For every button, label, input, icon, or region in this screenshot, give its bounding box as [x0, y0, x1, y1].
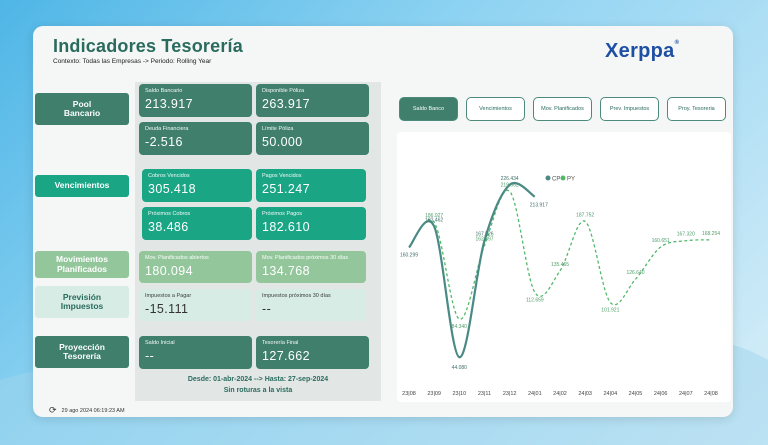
page-title: Indicadores Tesorería — [53, 36, 243, 56]
kpi-mov-planificados-abiertos[interactable]: Mov. Planificados abiertos 180.094 — [139, 251, 252, 283]
data-label-cp: 160.299 — [400, 252, 418, 258]
kpi-deuda-financiera[interactable]: Deuda Financiera -2.516 — [139, 122, 252, 155]
kpi-limite-poliza[interactable]: Límite Póliza 50.000 — [256, 122, 369, 155]
row-label-movimientos: Movimientos Planificados — [35, 251, 129, 278]
x-tick-label: 24|07 — [679, 391, 693, 397]
kpi-saldo-inicial[interactable]: Saldo Inicial -- — [139, 336, 252, 369]
data-label-py: 168.254 — [702, 231, 720, 237]
tab-mov-planificados[interactable]: Mov. Planificados — [533, 97, 592, 121]
row-label-proyeccion: Proyección Tesorería — [35, 336, 129, 368]
x-tick-label: 24|01 — [528, 391, 542, 397]
x-tick-label: 23|08 — [402, 391, 416, 397]
kpi-tesoreria-final[interactable]: Tesorería Final 127.662 — [256, 336, 369, 369]
kpi-cobros-vencidos[interactable]: Cobros Vencidos 305.418 — [142, 169, 252, 202]
data-label-cp: 226.434 — [501, 176, 519, 182]
x-tick-label: 24|03 — [578, 391, 592, 397]
legend-cp-marker — [545, 175, 551, 181]
tab-saldo-banco[interactable]: Saldo Banco — [399, 97, 458, 121]
data-label-cp: 213.917 — [530, 203, 548, 209]
data-label-cp: 167.526 — [475, 232, 493, 238]
data-label-py: 186.927 — [425, 213, 443, 219]
date-range: Desde: 01-abr-2024 --> Hasta: 27-sep-202… — [138, 375, 378, 396]
kpi-disponible-poliza[interactable]: Disponible Póliza 263.917 — [256, 84, 369, 117]
row-label-vencimientos: Vencimientos — [35, 175, 129, 197]
x-tick-label: 24|05 — [629, 391, 643, 397]
refresh-timestamp: 29 ago 2024 06:19:23 AM — [61, 407, 125, 414]
row-label-pool: Pool Bancario — [35, 93, 129, 125]
data-label-py: 135.465 — [551, 262, 569, 268]
brand-logo: Xerppa® — [605, 40, 680, 62]
series-cp-line — [408, 182, 536, 359]
x-tick-label: 24|04 — [603, 391, 617, 397]
data-label-cp: 44.080 — [452, 365, 468, 371]
status-text: Sin roturas a la vista — [223, 386, 293, 394]
row-label-prevision: Previsión Impuestos — [35, 286, 129, 318]
tab-prev-impuestos[interactable]: Prev. Impuestos — [600, 97, 659, 121]
data-label-py: 101.921 — [601, 308, 619, 314]
chart-area: CP PY 186.927 84.340 162.397 219.562 112.659 13… — [397, 132, 731, 402]
date-range-text: Desde: 01-abr-2024 --> Hasta: 27-sep-202… — [187, 376, 329, 383]
kpi-mov-planificados-proximos[interactable]: Mov. Planificados próximos 30 días 134.7… — [256, 251, 366, 283]
data-label-py: 187.752 — [576, 212, 594, 218]
x-tick-label: 24|02 — [553, 391, 567, 397]
dashboard-card: Indicadores Tesorería Contexto: Todas la… — [33, 26, 733, 417]
legend-py-marker — [560, 175, 566, 181]
x-tick-label: 24|08 — [704, 391, 718, 397]
data-label-py: 160.651 — [652, 238, 670, 244]
x-tick-label: 23|10 — [452, 391, 466, 397]
refresh-icon[interactable]: ⟳ — [49, 405, 57, 415]
tab-vencimientos[interactable]: Vencimientos — [466, 97, 525, 121]
data-label-py: 167.320 — [677, 232, 695, 238]
data-label-cp: 182.462 — [425, 217, 443, 223]
series-py-line — [408, 189, 712, 320]
kpi-impuestos-a-pagar[interactable]: Impuestos a Pagar -15.111 — [139, 289, 252, 321]
x-tick-label: 24|06 — [654, 391, 668, 397]
x-tick-label: 23|09 — [427, 391, 441, 397]
kpi-proximos-cobros[interactable]: Próximos Cobros 38.486 — [142, 207, 252, 240]
data-label-py: 126.640 — [626, 270, 644, 276]
kpi-impuestos-proximos[interactable]: Impuestos próximos 30 días -- — [256, 289, 366, 321]
data-label-py: 84.340 — [452, 324, 468, 330]
x-tick-label: 23|11 — [478, 391, 491, 397]
kpi-proximos-pagos[interactable]: Próximos Pagos 182.610 — [256, 207, 366, 240]
kpi-pagos-vencidos[interactable]: Pagos Vencidos 251.247 — [256, 169, 366, 202]
line-chart: CP PY186.92784.340162.397219.562112.65913… — [400, 175, 720, 397]
x-tick-label: 23|12 — [503, 391, 517, 397]
legend-py-label: PY — [567, 177, 575, 183]
tab-proy-tesoreria[interactable]: Proy. Tesoreria — [667, 97, 726, 121]
legend-cp-label: CP — [552, 177, 560, 183]
kpi-saldo-bancario[interactable]: Saldo Bancario 213.917 — [139, 84, 252, 117]
data-label-py: 112.659 — [526, 297, 544, 303]
context-text: Contexto: Todas las Empresas -> Periodo:… — [53, 58, 212, 65]
refresh-info: ⟳ 29 ago 2024 06:19:23 AM — [49, 405, 125, 416]
